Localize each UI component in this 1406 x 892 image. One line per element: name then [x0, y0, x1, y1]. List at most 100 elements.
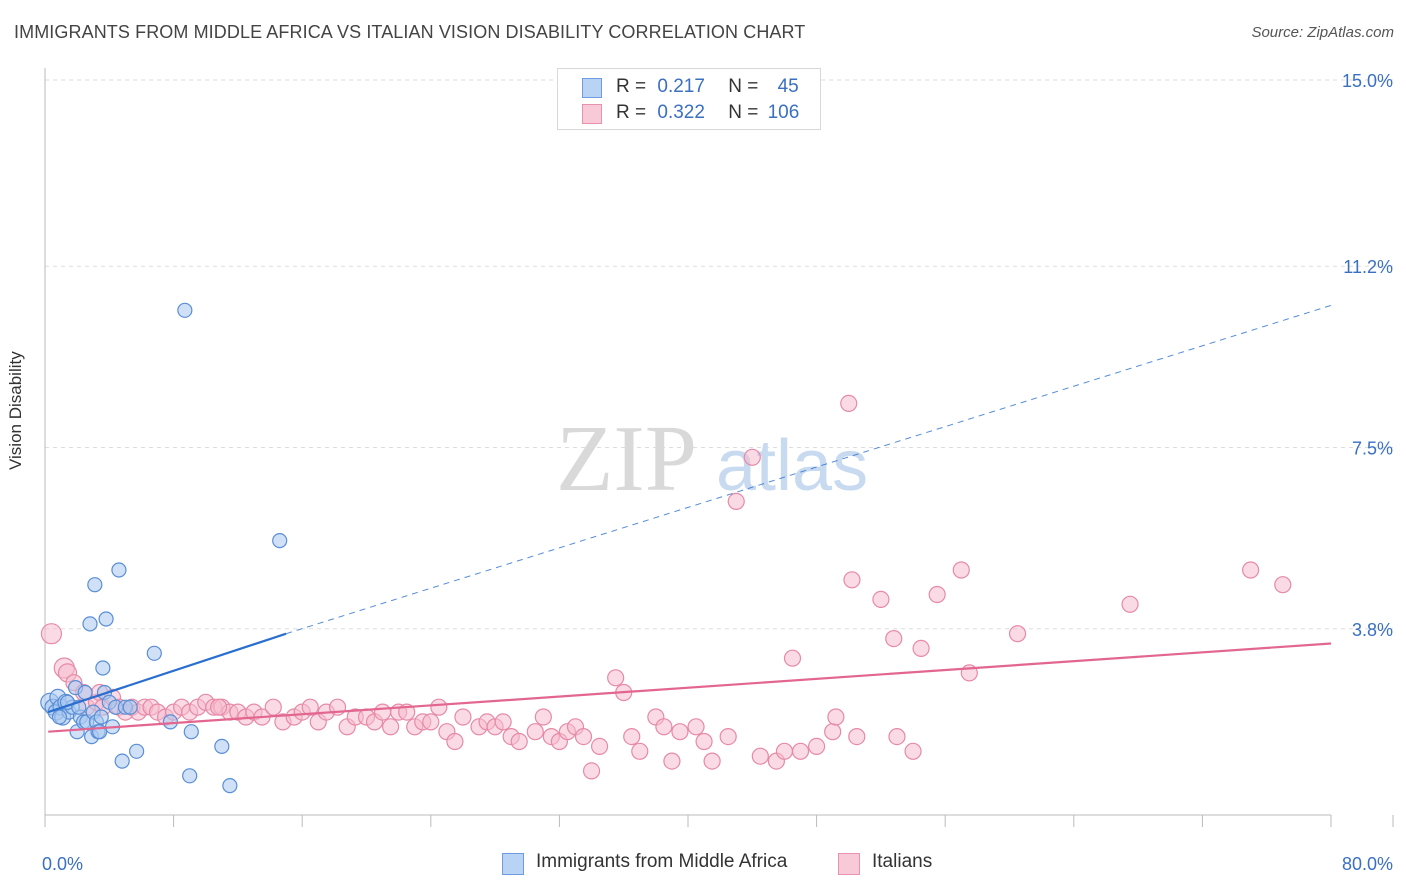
middle-africa-point: [87, 577, 103, 593]
italians-point: [631, 742, 649, 760]
middle-africa-point: [82, 616, 98, 632]
italians-point: [574, 727, 593, 746]
x-tick-labels: 0.0% 80.0%: [42, 854, 1393, 874]
italians-point: [373, 703, 392, 721]
middle-africa-point: [182, 768, 198, 784]
middle-africa-point: [129, 743, 145, 759]
italians-point: [582, 762, 601, 780]
italians-trend-line: [48, 642, 1332, 733]
italians-point: [840, 394, 858, 412]
source-label: Source: ZipAtlas.com: [1251, 24, 1394, 41]
middle-africa-point: [95, 660, 111, 676]
middle-africa-point: [146, 645, 162, 661]
blue-swatch: [502, 853, 524, 875]
italians-point: [655, 718, 673, 736]
italians-point: [791, 742, 810, 760]
italians-point: [590, 737, 609, 756]
middle-africa-point: [122, 699, 138, 715]
trend-lines: [47, 304, 1332, 733]
y-tick-label: 7.5%: [1352, 439, 1393, 459]
watermark: ZIP atlas: [556, 407, 868, 511]
italians-point: [210, 698, 228, 716]
pink-swatch: [838, 853, 860, 875]
middle-africa-point: [114, 753, 130, 769]
italians-point: [885, 629, 903, 648]
n-value: 106: [767, 102, 800, 123]
italians-point: [430, 698, 448, 716]
y-axis-label: Vision Disability: [6, 351, 25, 470]
italians-point: [703, 752, 721, 770]
middle-africa-point: [214, 738, 230, 755]
italians-point: [687, 718, 705, 736]
italians-point: [301, 698, 319, 716]
y-tick-label: 15.0%: [1342, 71, 1393, 91]
italians-point: [904, 742, 922, 760]
italians-point: [743, 448, 761, 466]
middle-africa-point: [222, 777, 238, 794]
y-tick-label: 3.8%: [1352, 620, 1393, 640]
italians-point: [775, 742, 794, 760]
x-tick-label: 0.0%: [42, 854, 83, 874]
middle-africa-point: [111, 562, 127, 578]
italians-point: [446, 732, 464, 751]
middle-africa-point: [93, 709, 109, 725]
italians-point: [1242, 561, 1260, 579]
italians-point: [494, 713, 512, 731]
n-label: N =: [728, 76, 759, 97]
italians-point: [663, 752, 681, 770]
italians-point: [751, 747, 769, 765]
watermark-zip: ZIP: [556, 407, 697, 511]
chart-title: IMMIGRANTS FROM MIDDLE AFRICA VS ITALIAN…: [14, 22, 806, 42]
middle-africa-point: [98, 611, 114, 627]
italians-point: [888, 727, 906, 746]
r-value: 0.322: [657, 102, 705, 123]
italians-point: [671, 723, 689, 741]
italians-point: [40, 623, 63, 645]
blue-swatch: [582, 78, 602, 98]
italians-point: [827, 708, 845, 726]
middle-africa-point: [272, 532, 288, 549]
watermark-atlas: atlas: [716, 426, 868, 506]
italians-point: [422, 713, 440, 731]
r-value: 0.217: [657, 76, 705, 97]
italians-point: [510, 732, 528, 751]
italians-point: [1121, 595, 1139, 613]
x-tick-label: 80.0%: [1342, 854, 1393, 874]
gridlines: [45, 79, 1393, 630]
legend-label: Italians: [872, 851, 933, 872]
axes: [44, 68, 1394, 827]
italians-point: [912, 639, 930, 658]
italians-point: [848, 727, 866, 746]
italians-point: [719, 727, 737, 746]
middle-africa-point: [183, 724, 199, 740]
stats-legend: R = 0.217 N = 45 R = 0.322 N = 106: [557, 68, 821, 130]
italians-point: [382, 718, 400, 736]
italians-point: [872, 590, 890, 609]
italians-point: [526, 723, 544, 741]
italians-point: [1008, 625, 1027, 643]
italians-point: [454, 708, 472, 726]
italians-point: [783, 649, 802, 667]
italians-point: [607, 669, 625, 687]
italians-point: [843, 571, 861, 589]
italians-point: [695, 732, 713, 751]
pink-swatch: [582, 104, 602, 124]
italians-point: [1274, 576, 1292, 594]
r-label: R =: [616, 102, 647, 123]
y-tick-labels: 3.8% 7.5% 11.2% 15.0%: [1342, 71, 1393, 640]
italians-point: [952, 561, 970, 579]
r-label: R =: [616, 76, 647, 97]
middle-africa-point: [51, 709, 68, 725]
italians-point: [534, 708, 552, 726]
n-label: N =: [728, 102, 759, 123]
italians-point: [824, 723, 842, 741]
legend-label: Immigrants from Middle Africa: [536, 851, 788, 872]
middle-africa-point: [177, 302, 193, 318]
middle-africa-trend-line: [47, 632, 287, 714]
italians-point: [264, 698, 282, 716]
italians-point: [623, 727, 641, 746]
italians-point: [807, 737, 826, 756]
italians-point: [928, 585, 946, 604]
italians-point: [727, 492, 745, 510]
